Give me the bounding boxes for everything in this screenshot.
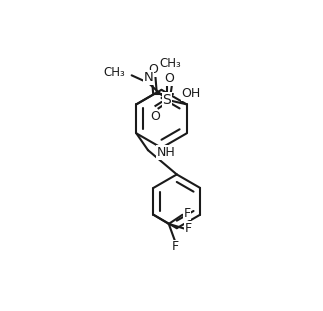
- Text: F: F: [171, 240, 178, 253]
- Text: O: O: [151, 110, 161, 123]
- Text: N: N: [144, 71, 153, 84]
- Text: O: O: [164, 72, 174, 85]
- Text: OH: OH: [181, 87, 201, 100]
- Text: F: F: [183, 207, 191, 220]
- Text: CH₃: CH₃: [103, 66, 125, 79]
- Text: NH: NH: [157, 146, 175, 159]
- Text: F: F: [185, 222, 192, 235]
- Text: O: O: [149, 63, 158, 76]
- Text: CH₃: CH₃: [160, 57, 182, 70]
- Text: S: S: [162, 93, 171, 107]
